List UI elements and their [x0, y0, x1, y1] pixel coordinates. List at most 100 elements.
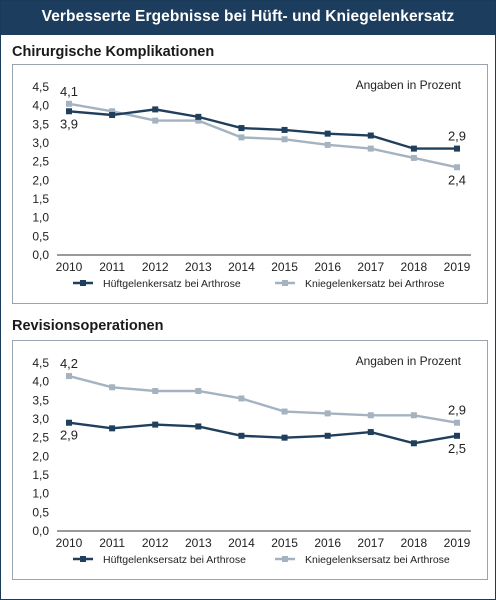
x-tick-label: 2010: [56, 260, 83, 274]
data-label: 3,9: [60, 116, 78, 131]
legend-swatch-marker-1: [282, 280, 288, 286]
x-tick-label: 2016: [314, 536, 341, 550]
series-point-1: [367, 145, 374, 152]
series-point-0: [281, 126, 288, 133]
legend-swatch-marker-1: [282, 556, 288, 562]
x-tick-label: 2019: [444, 536, 471, 550]
series-point-1: [454, 164, 460, 171]
legend-swatch-marker-0: [80, 280, 86, 286]
series-point-0: [109, 425, 116, 432]
series-point-0: [454, 432, 460, 439]
series-point-0: [324, 432, 331, 439]
series-point-1: [454, 419, 460, 426]
y-tick-label: 4,0: [32, 99, 49, 113]
series-point-0: [324, 130, 331, 137]
x-tick-label: 2012: [142, 260, 169, 274]
x-tick-label: 2019: [444, 260, 471, 274]
x-tick-label: 2014: [228, 260, 255, 274]
y-tick-label: 1,0: [32, 211, 49, 225]
x-tick-label: 2014: [228, 536, 255, 550]
y-tick-label: 0,5: [32, 229, 49, 243]
x-tick-label: 2018: [401, 536, 428, 550]
header-bar: Verbesserte Ergebnisse bei Hüft- und Kni…: [1, 1, 495, 35]
y-tick-label: 0,0: [32, 524, 49, 538]
series-point-1: [109, 384, 116, 391]
series-point-1: [324, 410, 331, 417]
series-point-1: [66, 373, 72, 380]
legend-label-1: Kniegelenksersatz bei Arthrose: [305, 554, 450, 566]
chart-revisions-svg: 0,0 0,5 1,0 1,5 2,0 2,5 3,0 3,5 4,0 4,5 2010 2011 20…: [32, 354, 471, 566]
series-point-1: [152, 388, 159, 394]
series-point-0: [109, 112, 116, 118]
x-tick-label: 2012: [142, 536, 169, 550]
annotation-units: Angaben in Prozent: [356, 354, 462, 368]
y-tick-label: 2,5: [32, 431, 49, 445]
series-point-1: [281, 408, 288, 415]
y-tick-label: 4,5: [32, 356, 49, 370]
y-tick-label: 4,5: [32, 80, 49, 94]
page-title: Verbesserte Ergebnisse bei Hüft- und Kni…: [41, 8, 455, 25]
y-tick-label: 3,5: [32, 393, 49, 407]
data-label: 2,4: [448, 172, 466, 187]
x-tick-label: 2013: [185, 536, 212, 550]
series-point-1: [109, 108, 116, 115]
legend-swatch-marker-0: [80, 556, 86, 562]
annotation-units: Angaben in Prozent: [356, 78, 462, 92]
series-point-0: [410, 440, 417, 447]
data-label: 4,1: [60, 84, 78, 99]
x-tick-label: 2018: [401, 260, 428, 274]
data-label: 2,9: [60, 428, 78, 443]
series-point-1: [281, 136, 288, 143]
x-tick-label: 2017: [357, 260, 384, 274]
chart-complications: 0,0 0,5 1,0 1,5 2,0 2,5 3,0 3,5 4,0 4,5 2010 2011 20…: [12, 64, 488, 304]
x-tick-label: 2017: [357, 536, 384, 550]
series-point-0: [152, 106, 159, 113]
series-line-1: [68, 102, 458, 169]
x-tick-label: 2011: [99, 260, 125, 274]
data-label: 2,5: [448, 441, 466, 456]
y-tick-label: 2,5: [32, 155, 49, 169]
series-point-0: [195, 423, 202, 430]
series-line-0: [68, 108, 457, 150]
y-tick-label: 4,0: [32, 375, 49, 389]
series-point-1: [410, 154, 417, 161]
series-point-0: [454, 145, 460, 152]
series-point-0: [238, 125, 245, 132]
series-point-1: [367, 412, 374, 419]
series-point-0: [367, 132, 374, 139]
series-point-0: [281, 434, 288, 441]
series-point-0: [152, 421, 159, 428]
x-tick-label: 2015: [271, 260, 298, 274]
legend-label-0: Hüftgelenksersatz bei Arthrose: [103, 554, 246, 566]
series-point-1: [195, 388, 202, 394]
y-tick-label: 3,0: [32, 412, 49, 426]
series-point-1: [324, 141, 331, 148]
y-tick-label: 3,0: [32, 136, 49, 150]
series-point-0: [195, 113, 202, 120]
x-tick-label: 2011: [99, 536, 125, 550]
series-point-1: [238, 134, 245, 141]
y-tick-label: 1,5: [32, 468, 49, 482]
legend-label-0: Hüftgelenkersatz bei Arthrose: [103, 278, 241, 290]
y-tick-label: 2,0: [32, 173, 49, 187]
data-label: 2,9: [448, 403, 466, 418]
legend-label-1: Kniegelenkersatz bei Arthrose: [305, 278, 445, 290]
series-point-1: [195, 117, 202, 124]
series-point-0: [66, 108, 72, 115]
series-line-1: [68, 374, 458, 424]
x-tick-label: 2015: [271, 536, 298, 550]
chart-title-revisions: Revisionsoperationen: [12, 318, 164, 334]
series-line-0: [68, 421, 458, 445]
y-tick-label: 1,5: [32, 192, 49, 206]
chart-revisions: 0,0 0,5 1,0 1,5 2,0 2,5 3,0 3,5 4,0 4,5 2010 2011 20…: [12, 340, 488, 580]
y-tick-label: 0,0: [32, 248, 49, 262]
series-point-0: [66, 419, 72, 426]
series-point-1: [152, 117, 159, 124]
x-tick-label: 2010: [56, 536, 83, 550]
x-tick-label: 2013: [185, 260, 212, 274]
series-point-0: [367, 429, 374, 436]
y-tick-label: 3,5: [32, 117, 49, 131]
series-point-1: [238, 395, 245, 402]
series-point-1: [66, 100, 72, 107]
series-point-1: [410, 412, 417, 419]
